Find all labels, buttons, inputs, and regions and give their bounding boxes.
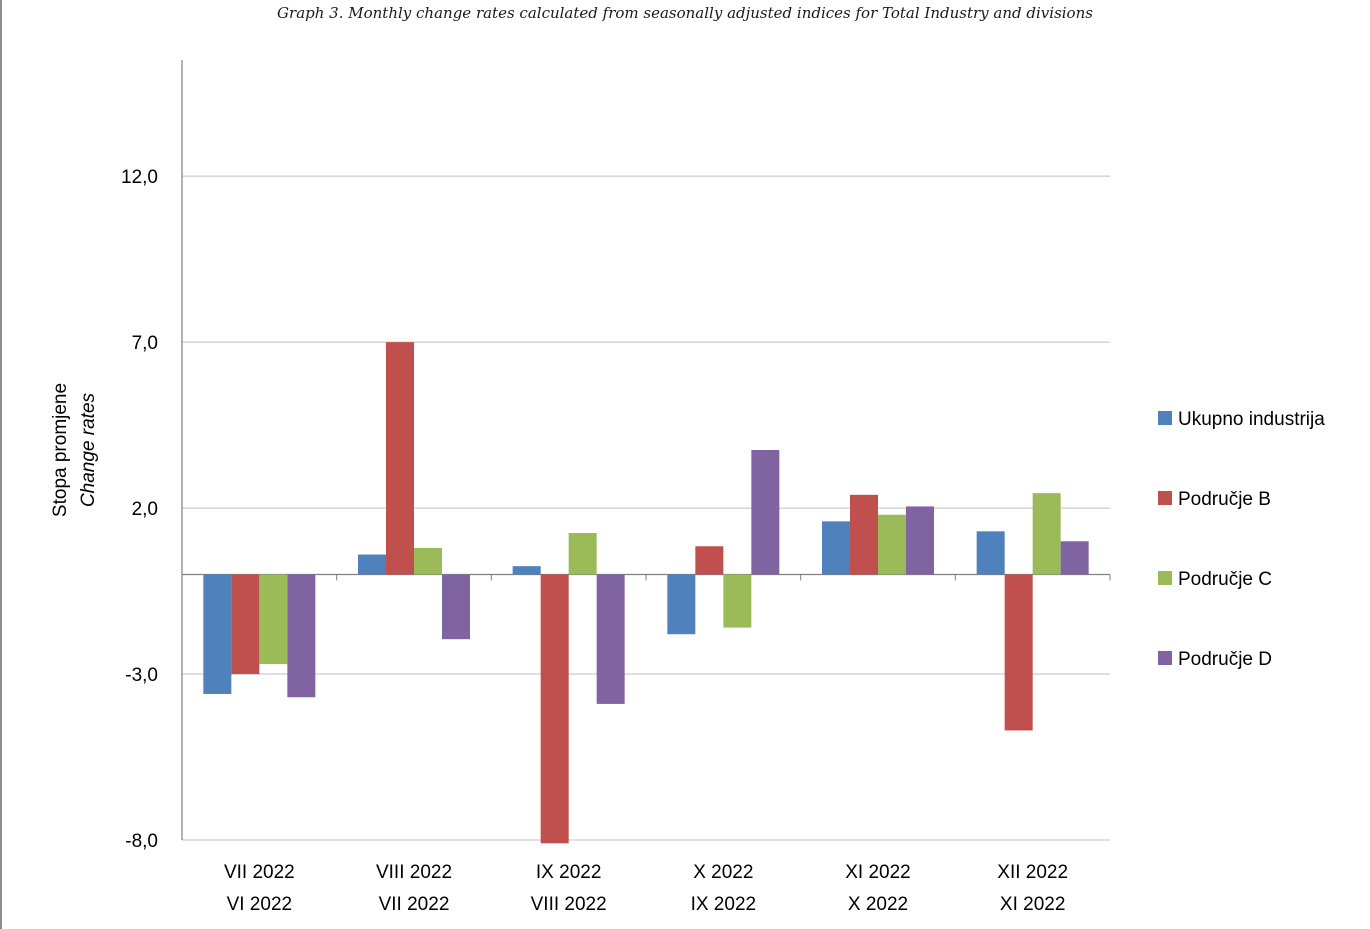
legend-swatch	[1158, 411, 1172, 425]
x-category-label: VI 2022	[227, 894, 293, 915]
bar	[259, 574, 288, 665]
bar	[667, 574, 696, 635]
bar	[596, 574, 625, 704]
bar	[540, 574, 569, 844]
x-category-label: XI 2022	[845, 862, 911, 883]
x-category-label: IX 2022	[691, 894, 757, 915]
x-category-label: VIII 2022	[531, 894, 607, 915]
bar	[512, 566, 541, 575]
legend-label: Područje B	[1178, 489, 1271, 510]
x-category-label: X 2022	[848, 894, 908, 915]
bar	[850, 494, 878, 575]
bar	[203, 574, 232, 694]
bar	[358, 554, 386, 575]
y-axis-title-en: Change rates	[78, 392, 99, 507]
bar	[822, 521, 850, 575]
y-tick-label: 12,0	[121, 167, 158, 188]
bar	[414, 547, 442, 575]
bar	[751, 450, 780, 575]
legend-swatch	[1158, 651, 1172, 665]
x-category-label: IX 2022	[536, 862, 602, 883]
bar	[695, 546, 724, 575]
frame-left-border	[0, 0, 2, 929]
legend-label: Ukupno industrija	[1178, 409, 1325, 430]
bar	[386, 342, 414, 575]
bar	[287, 574, 316, 698]
x-category-label: VII 2022	[224, 862, 295, 883]
y-axis-title: Stopa promjene	[50, 383, 71, 517]
legend-swatch	[1158, 571, 1172, 585]
bar	[878, 514, 906, 575]
legend-swatch	[1158, 491, 1172, 505]
bar	[976, 531, 1005, 575]
x-category-label: VIII 2022	[376, 862, 452, 883]
bar	[723, 574, 752, 628]
x-category-label: XI 2022	[1000, 894, 1066, 915]
y-tick-label: -8,0	[125, 831, 158, 852]
bar	[1032, 493, 1061, 575]
x-category-label: X 2022	[693, 862, 753, 883]
x-category-label: VII 2022	[379, 894, 450, 915]
legend-label: Područje D	[1178, 649, 1272, 670]
y-tick-label: 2,0	[132, 499, 158, 520]
bar	[1004, 574, 1033, 731]
x-category-label: XII 2022	[997, 862, 1068, 883]
y-tick-label: -3,0	[125, 665, 158, 686]
bar	[568, 532, 597, 575]
chart-subtitle: Graph 3. Monthly change rates calculated…	[277, 4, 1093, 22]
legend-label: Područje C	[1178, 569, 1272, 590]
bar	[1060, 541, 1089, 575]
bar	[442, 574, 470, 640]
bar	[906, 506, 934, 575]
y-tick-label: 7,0	[132, 333, 158, 354]
bar	[231, 574, 260, 675]
